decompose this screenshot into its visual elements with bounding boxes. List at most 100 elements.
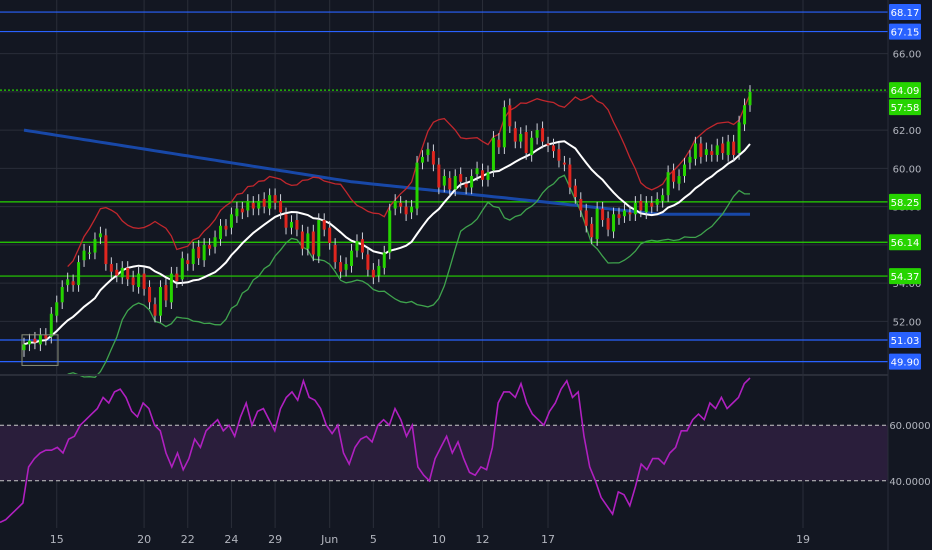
candle-body [235,208,239,217]
candle-body [279,200,283,213]
candle-body [382,252,386,268]
candle-body [426,149,430,155]
candle-body [164,285,168,301]
candle-body [551,145,555,152]
candle-body [606,218,610,230]
candle-body [661,195,665,201]
candle-body [104,235,108,265]
candle-body [704,149,708,155]
rsi-panel [0,377,751,524]
candle-body [251,202,255,209]
time-tick-label: 10 [432,533,446,546]
candle-body [726,141,730,155]
candle-body [410,206,414,213]
bollinger-lower-line [67,174,751,378]
candle-body [612,214,616,232]
price-tag [889,193,921,210]
time-tick-label: 22 [181,533,195,546]
candle-body [420,156,424,163]
candle-body [710,151,714,155]
candle-body [546,143,550,146]
candle-body [44,334,48,339]
candle-body [208,244,212,249]
candle-body [219,225,223,240]
rsi-line [0,377,751,524]
candle-body [240,208,244,213]
candle-body [590,223,594,238]
candle-body [666,172,670,196]
candle-body [721,143,725,154]
price-tick-label: 66.00 [893,50,922,61]
time-tick-label: 24 [224,533,238,546]
candle-body [350,250,354,266]
candle-body [268,195,272,209]
candle-body [677,176,681,184]
price-tag-label: 67.15 [891,28,920,39]
candle-body [557,149,561,161]
candle-body [148,286,152,303]
price-tags: 68.17 67.15 64.09 57:58 58.25 56.14 54.37 51.03… [889,4,921,370]
candlesticks [21,85,752,366]
candle-body [175,273,179,282]
candle-body [273,195,277,203]
candle-body [579,198,583,211]
candle-body [344,264,348,270]
rsi-overbought-band [0,425,888,481]
candle-body [66,279,70,286]
candle-body [120,267,124,278]
candle-body [153,304,157,316]
candle-body [508,105,512,127]
price-tick-label: 54.00 [893,279,922,290]
rsi-tick-label: 40.0000 [889,477,930,488]
candle-body [448,177,452,190]
price-tag-label: 68.17 [891,8,920,19]
candle-body [584,210,588,226]
candle-body [481,170,485,180]
candle-body [475,168,479,175]
time-tick-label: 12 [476,533,490,546]
candle-body [77,262,81,286]
candle-body [601,208,605,221]
candle-body [530,137,534,155]
candle-body [355,241,359,251]
candle-body [486,172,490,180]
candle-body [491,137,495,171]
price-tag [889,353,921,370]
candle-body [360,239,364,253]
candle-body [186,260,190,265]
candle-body [55,302,59,316]
price-tag [889,82,921,99]
candle-body [748,91,752,106]
candle-body [628,212,632,215]
candle-body [27,340,31,345]
candle-body [573,185,577,198]
candle-body [524,132,528,154]
candle-body [541,128,545,142]
candle-body [415,162,419,209]
candle-body [622,210,626,217]
candle-body [639,200,643,211]
candle-body [655,198,659,205]
time-tick-label: 5 [370,533,377,546]
candle-body [22,344,26,351]
candle-body [513,128,517,142]
candle-body [497,139,501,148]
candle-body [366,254,370,270]
candle-body [388,210,392,253]
candle-body [617,214,621,219]
candle-body [300,231,304,249]
candle-body [213,237,217,247]
candle-body [393,200,397,209]
selection-box [21,334,59,366]
candle-body [88,252,92,254]
horizontal-levels[interactable] [0,11,888,363]
basis-moving-average-line [23,140,751,346]
candle-body [197,246,201,259]
candle-body [737,122,741,154]
candle-body [224,225,228,230]
candle-body [60,286,64,303]
candle-body [644,202,648,213]
price-tag [889,99,921,116]
candle-body [519,133,523,142]
